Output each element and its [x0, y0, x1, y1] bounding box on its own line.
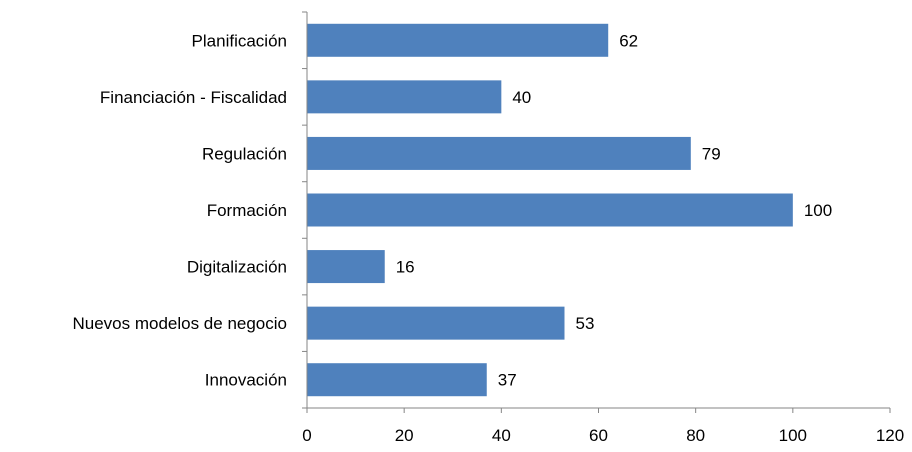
- bar: [307, 363, 487, 397]
- data-label: 100: [804, 201, 832, 220]
- data-label: 37: [498, 371, 517, 390]
- bar: [307, 193, 793, 227]
- category-label: Planificación: [192, 31, 287, 50]
- data-label: 53: [575, 314, 594, 333]
- category-label: Regulación: [202, 144, 287, 163]
- bar: [307, 80, 502, 114]
- bars-layer: [307, 23, 793, 397]
- data-labels: 62 40 79 100 16 53 37: [396, 31, 832, 389]
- x-tick-label: 120: [876, 426, 904, 445]
- category-label: Financiación - Fiscalidad: [100, 88, 287, 107]
- bar: [307, 136, 691, 170]
- data-label: 62: [619, 31, 638, 50]
- category-label: Digitalización: [187, 258, 287, 277]
- category-label: Formación: [207, 201, 287, 220]
- category-label: Innovación: [205, 371, 287, 390]
- x-tick-label: 80: [686, 426, 705, 445]
- data-label: 16: [396, 258, 415, 277]
- bar: [307, 250, 385, 284]
- x-tick-label: 60: [589, 426, 608, 445]
- data-label: 40: [512, 88, 531, 107]
- x-tick-label: 20: [395, 426, 414, 445]
- x-tick-label: 0: [302, 426, 311, 445]
- bar: [307, 306, 565, 340]
- bar: [307, 23, 609, 57]
- x-axis: 0 20 40 60 80 100 120: [302, 11, 904, 445]
- category-labels: Planificación Financiación - Fiscalidad Re…: [72, 31, 287, 389]
- x-tick-label: 100: [779, 426, 807, 445]
- data-label: 79: [702, 144, 721, 163]
- category-label: Nuevos modelos de negocio: [72, 314, 287, 333]
- x-tick-label: 40: [492, 426, 511, 445]
